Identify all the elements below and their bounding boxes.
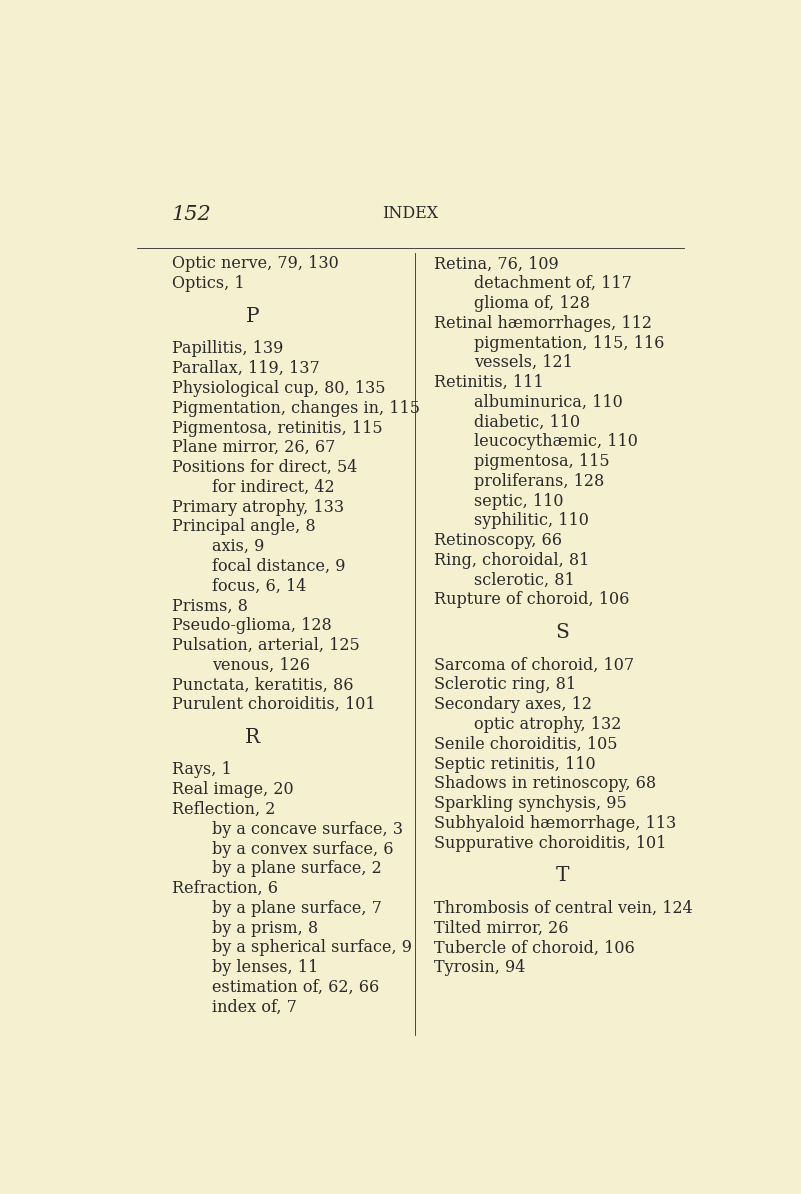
Text: focus, 6, 14: focus, 6, 14 (211, 578, 306, 595)
Text: albuminurica, 110: albuminurica, 110 (474, 394, 623, 411)
Text: by a plane surface, 7: by a plane surface, 7 (211, 900, 382, 917)
Text: Real image, 20: Real image, 20 (171, 781, 293, 799)
Text: septic, 110: septic, 110 (474, 493, 564, 510)
Text: Sarcoma of choroid, 107: Sarcoma of choroid, 107 (434, 657, 634, 673)
Text: Rays, 1: Rays, 1 (171, 762, 231, 778)
Text: Physiological cup, 80, 135: Physiological cup, 80, 135 (171, 380, 385, 396)
Text: Plane mirror, 26, 67: Plane mirror, 26, 67 (171, 439, 335, 456)
Text: Thrombosis of central vein, 124: Thrombosis of central vein, 124 (434, 900, 693, 917)
Text: detachment of, 117: detachment of, 117 (474, 275, 632, 293)
Text: P: P (245, 307, 259, 326)
Text: leucocythæmic, 110: leucocythæmic, 110 (474, 433, 638, 450)
Text: Retinoscopy, 66: Retinoscopy, 66 (434, 533, 562, 549)
Text: axis, 9: axis, 9 (211, 538, 264, 555)
Text: T: T (556, 866, 570, 885)
Text: by a concave surface, 3: by a concave surface, 3 (211, 820, 403, 838)
Text: Senile choroiditis, 105: Senile choroiditis, 105 (434, 736, 618, 752)
Text: sclerotic, 81: sclerotic, 81 (474, 572, 575, 589)
Text: index of, 7: index of, 7 (211, 998, 296, 1016)
Text: Retinitis, 111: Retinitis, 111 (434, 374, 544, 392)
Text: Tubercle of choroid, 106: Tubercle of choroid, 106 (434, 940, 635, 956)
Text: Positions for direct, 54: Positions for direct, 54 (171, 458, 357, 476)
Text: INDEX: INDEX (382, 205, 439, 222)
Text: Papillitis, 139: Papillitis, 139 (171, 340, 283, 357)
Text: Pigmentosa, retinitis, 115: Pigmentosa, retinitis, 115 (171, 419, 382, 437)
Text: Refraction, 6: Refraction, 6 (171, 880, 277, 897)
Text: Parallax, 119, 137: Parallax, 119, 137 (171, 361, 320, 377)
Text: Retina, 76, 109: Retina, 76, 109 (434, 256, 559, 272)
Text: 152: 152 (171, 205, 211, 224)
Text: by a spherical surface, 9: by a spherical surface, 9 (211, 940, 412, 956)
Text: vessels, 121: vessels, 121 (474, 355, 574, 371)
Text: Purulent choroiditis, 101: Purulent choroiditis, 101 (171, 696, 375, 713)
Text: Retinal hæmorrhages, 112: Retinal hæmorrhages, 112 (434, 315, 652, 332)
Text: pigmentosa, 115: pigmentosa, 115 (474, 453, 610, 470)
Text: for indirect, 42: for indirect, 42 (211, 479, 335, 496)
Text: Primary atrophy, 133: Primary atrophy, 133 (171, 499, 344, 516)
Text: Tilted mirror, 26: Tilted mirror, 26 (434, 919, 569, 936)
Text: Reflection, 2: Reflection, 2 (171, 801, 275, 818)
Text: Rupture of choroid, 106: Rupture of choroid, 106 (434, 591, 630, 609)
Text: Principal angle, 8: Principal angle, 8 (171, 518, 315, 535)
Text: Ring, choroidal, 81: Ring, choroidal, 81 (434, 552, 590, 570)
Text: Shadows in retinoscopy, 68: Shadows in retinoscopy, 68 (434, 775, 656, 793)
Text: by a prism, 8: by a prism, 8 (211, 919, 318, 936)
Text: Secondary axes, 12: Secondary axes, 12 (434, 696, 592, 713)
Text: Punctata, keratitis, 86: Punctata, keratitis, 86 (171, 677, 353, 694)
Text: Sparkling synchysis, 95: Sparkling synchysis, 95 (434, 795, 627, 812)
Text: Suppurative choroiditis, 101: Suppurative choroiditis, 101 (434, 835, 666, 851)
Text: by lenses, 11: by lenses, 11 (211, 959, 318, 977)
Text: by a plane surface, 2: by a plane surface, 2 (211, 861, 381, 878)
Text: estimation of, 62, 66: estimation of, 62, 66 (211, 979, 379, 996)
Text: Pulsation, arterial, 125: Pulsation, arterial, 125 (171, 636, 360, 654)
Text: S: S (556, 623, 570, 642)
Text: optic atrophy, 132: optic atrophy, 132 (474, 716, 622, 733)
Text: syphilitic, 110: syphilitic, 110 (474, 512, 590, 529)
Text: Pigmentation, changes in, 115: Pigmentation, changes in, 115 (171, 400, 420, 417)
Text: R: R (244, 728, 260, 747)
Text: glioma of, 128: glioma of, 128 (474, 295, 590, 312)
Text: diabetic, 110: diabetic, 110 (474, 413, 581, 431)
Text: by a convex surface, 6: by a convex surface, 6 (211, 841, 393, 857)
Text: Optics, 1: Optics, 1 (171, 275, 244, 293)
Text: Optic nerve, 79, 130: Optic nerve, 79, 130 (171, 256, 338, 272)
Text: proliferans, 128: proliferans, 128 (474, 473, 605, 490)
Text: Subhyaloid hæmorrhage, 113: Subhyaloid hæmorrhage, 113 (434, 814, 676, 832)
Text: Prisms, 8: Prisms, 8 (171, 597, 248, 615)
Text: pigmentation, 115, 116: pigmentation, 115, 116 (474, 334, 665, 351)
Text: Pseudo-glioma, 128: Pseudo-glioma, 128 (171, 617, 332, 634)
Text: Tyrosin, 94: Tyrosin, 94 (434, 959, 525, 977)
Text: focal distance, 9: focal distance, 9 (211, 558, 345, 574)
Text: Sclerotic ring, 81: Sclerotic ring, 81 (434, 677, 576, 694)
Text: Septic retinitis, 110: Septic retinitis, 110 (434, 756, 596, 773)
Text: venous, 126: venous, 126 (211, 657, 310, 673)
